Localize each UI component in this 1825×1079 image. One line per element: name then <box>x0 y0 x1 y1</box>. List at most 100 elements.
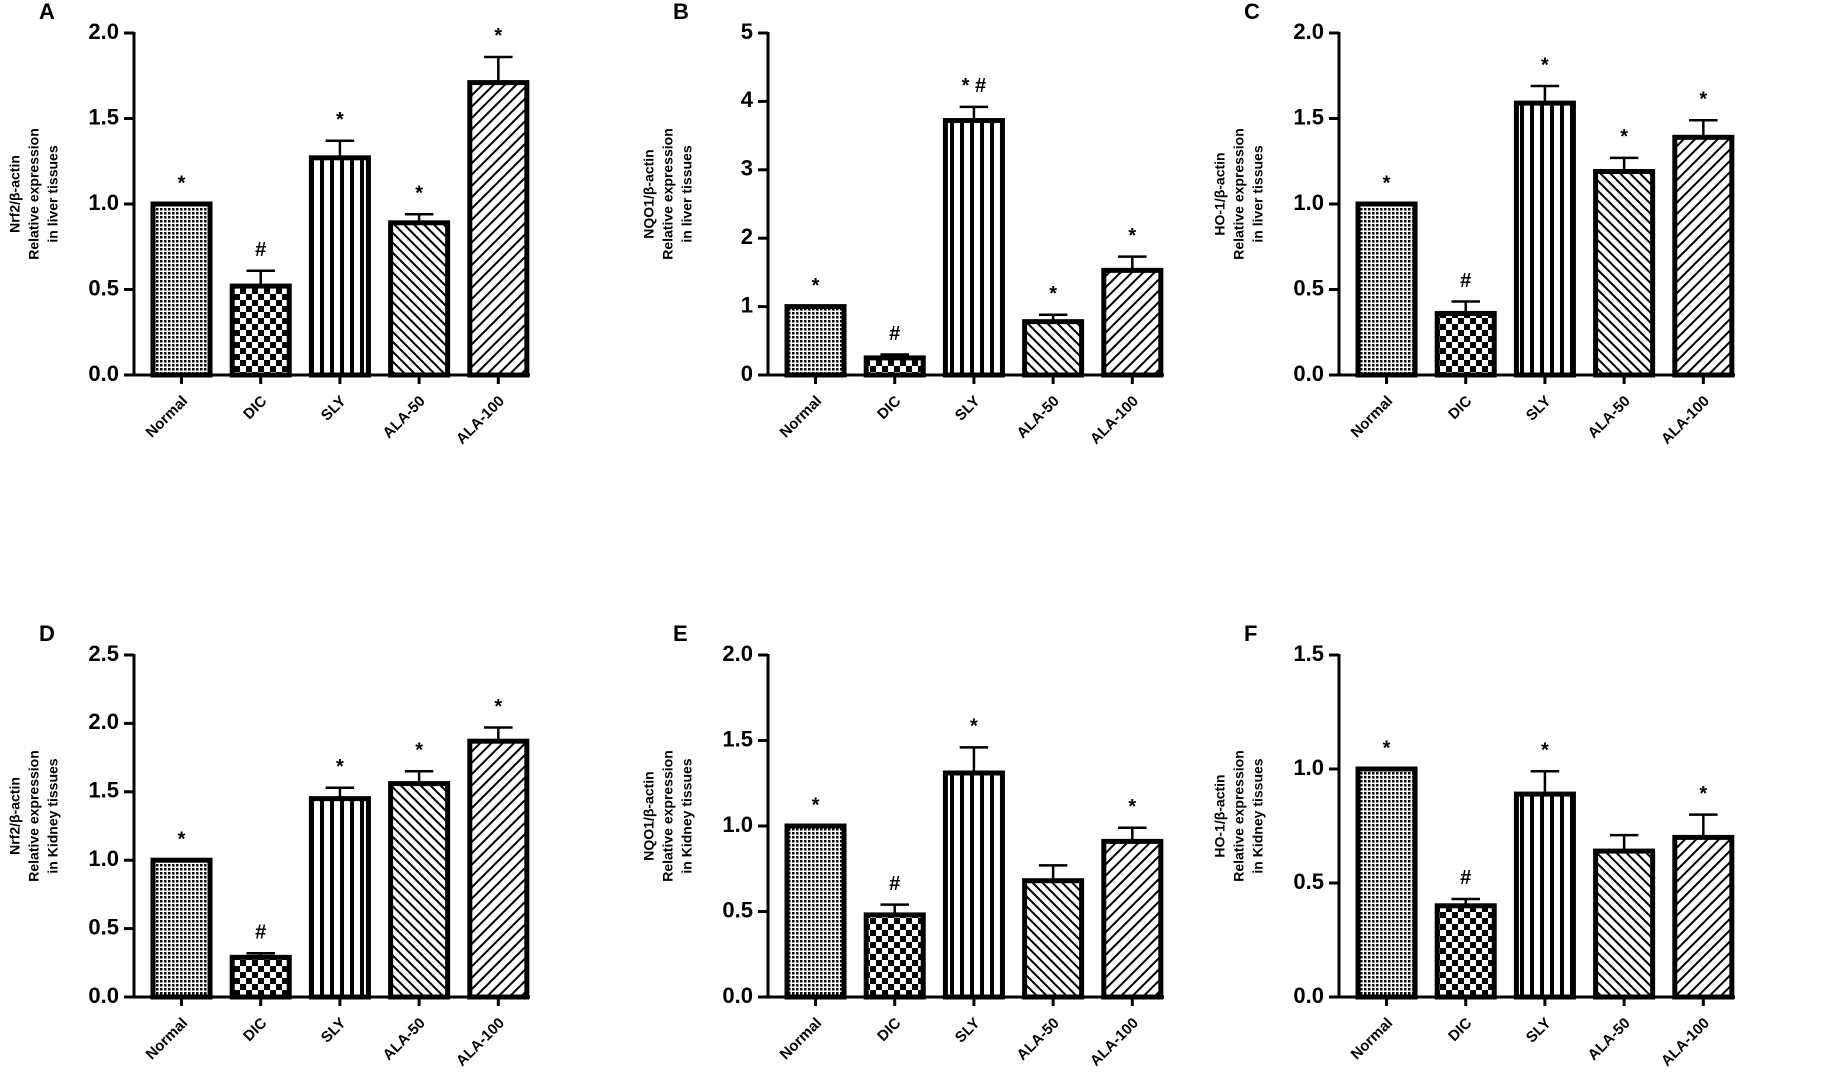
y-tick-label: 3 <box>741 156 753 181</box>
y-tick-label: 4 <box>741 87 754 112</box>
y-tick-label: 1.0 <box>1293 755 1324 780</box>
y-axis-label: NQO1/β-actin <box>641 771 657 860</box>
bar <box>863 355 926 378</box>
x-tick-label: ALA-100 <box>453 1015 508 1070</box>
bar <box>1022 878 1085 1000</box>
x-tick-label: ALA-100 <box>1658 1015 1713 1070</box>
y-tick-label: 0.5 <box>1293 275 1324 300</box>
y-axis-label: Relative expression <box>1231 750 1247 882</box>
y-tick-label: 0.0 <box>722 983 753 1008</box>
bar <box>784 304 847 378</box>
significance-label: * <box>1128 225 1136 247</box>
x-tick-label: Normal <box>143 393 192 442</box>
bar <box>1101 838 1164 1000</box>
significance-label: * <box>336 756 344 778</box>
x-tick-label: Normal <box>1348 393 1397 442</box>
bar <box>1101 267 1164 378</box>
x-tick-label: ALA-50 <box>1585 1015 1634 1064</box>
bar <box>467 80 530 378</box>
x-tick-label: ALA-100 <box>1087 1015 1142 1070</box>
significance-label: * <box>336 109 344 131</box>
y-axis-label: Nrf2/β-actin <box>7 155 23 233</box>
y-tick-label: 2.0 <box>88 709 119 734</box>
y-tick-label: 0.0 <box>88 983 119 1008</box>
x-tick-label: DIC <box>240 393 270 423</box>
significance-label: * <box>1049 283 1057 305</box>
significance-label: * <box>1128 796 1136 818</box>
significance-label: * <box>494 25 502 47</box>
y-axis-label: in Kidney tissues <box>45 758 61 873</box>
x-tick-label: Normal <box>777 393 826 442</box>
x-tick-label: SLY <box>1523 393 1555 425</box>
significance-label: # <box>1460 867 1471 889</box>
x-tick-label: ALA-100 <box>1087 393 1142 448</box>
x-tick-label: SLY <box>1523 1015 1555 1047</box>
panel-label: E <box>673 621 688 646</box>
significance-label: * <box>812 275 820 297</box>
panel-label: D <box>39 621 55 646</box>
y-axis-label: Relative expression <box>660 750 676 882</box>
y-axis-label: HO-1/β-actin <box>1212 774 1228 857</box>
y-axis-label: NQO1/β-actin <box>641 149 657 238</box>
x-tick-label: Normal <box>1348 1015 1397 1064</box>
y-axis-label: Relative expression <box>660 128 676 260</box>
y-tick-label: 2 <box>741 224 753 249</box>
significance-label: * <box>1699 783 1707 805</box>
x-tick-label: ALA-50 <box>1014 1015 1063 1064</box>
x-tick-label: Normal <box>143 1015 192 1064</box>
y-tick-label: 0.5 <box>1293 869 1324 894</box>
y-axis-label: in Kidney tissues <box>679 758 695 873</box>
y-tick-label: 0.5 <box>88 275 119 300</box>
y-tick-label: 1.0 <box>88 846 119 871</box>
bar <box>1593 848 1656 1000</box>
y-tick-label: 2.0 <box>722 641 753 666</box>
y-tick-label: 1.5 <box>1293 104 1324 129</box>
significance-label: * <box>415 183 423 205</box>
bar <box>229 283 292 378</box>
y-tick-label: 1.0 <box>88 190 119 215</box>
y-tick-label: 0.5 <box>88 914 119 939</box>
x-tick-label: Normal <box>777 1015 826 1064</box>
x-tick-label: SLY <box>952 393 984 425</box>
y-axis-label: in liver tissues <box>1250 145 1266 242</box>
bar <box>863 912 926 1000</box>
significance-label: * <box>415 740 423 762</box>
significance-label: * <box>1620 126 1628 148</box>
significance-label: # <box>1460 270 1471 292</box>
x-tick-label: SLY <box>952 1015 984 1047</box>
significance-label: # <box>889 873 900 895</box>
significance-label: # <box>255 922 266 944</box>
y-axis-label: in Kidney tissues <box>1250 758 1266 873</box>
y-tick-label: 0 <box>741 361 753 386</box>
significance-label: * <box>1699 88 1707 110</box>
y-tick-label: 2.5 <box>88 641 119 666</box>
y-tick-label: 1.5 <box>88 104 119 129</box>
x-tick-label: DIC <box>1445 1015 1475 1045</box>
x-tick-label: ALA-100 <box>1658 393 1713 448</box>
y-tick-label: 2.0 <box>1293 19 1324 44</box>
y-tick-label: 1.5 <box>1293 641 1324 666</box>
x-tick-label: ALA-50 <box>380 1015 429 1064</box>
panel-label: B <box>673 0 689 24</box>
significance-label: * <box>1541 740 1549 762</box>
y-tick-label: 1.5 <box>722 726 753 751</box>
x-tick-label: DIC <box>874 1015 904 1045</box>
panel-label: C <box>1244 0 1260 24</box>
bar <box>1672 834 1735 1000</box>
bar <box>942 770 1005 1000</box>
bar <box>1593 169 1656 378</box>
y-tick-label: 1.5 <box>88 778 119 803</box>
y-tick-label: 5 <box>741 19 753 44</box>
significance-label: * <box>178 828 186 850</box>
significance-label: * <box>178 172 186 194</box>
y-tick-label: 1 <box>741 292 753 317</box>
y-tick-label: 2.0 <box>88 19 119 44</box>
bar <box>150 857 213 1000</box>
x-tick-label: SLY <box>318 1015 350 1047</box>
bar <box>308 796 371 1000</box>
bar <box>467 738 530 1000</box>
x-tick-label: ALA-50 <box>1014 393 1063 442</box>
y-axis-label: Nrf2/β-actin <box>7 777 23 855</box>
bar <box>1434 310 1497 378</box>
